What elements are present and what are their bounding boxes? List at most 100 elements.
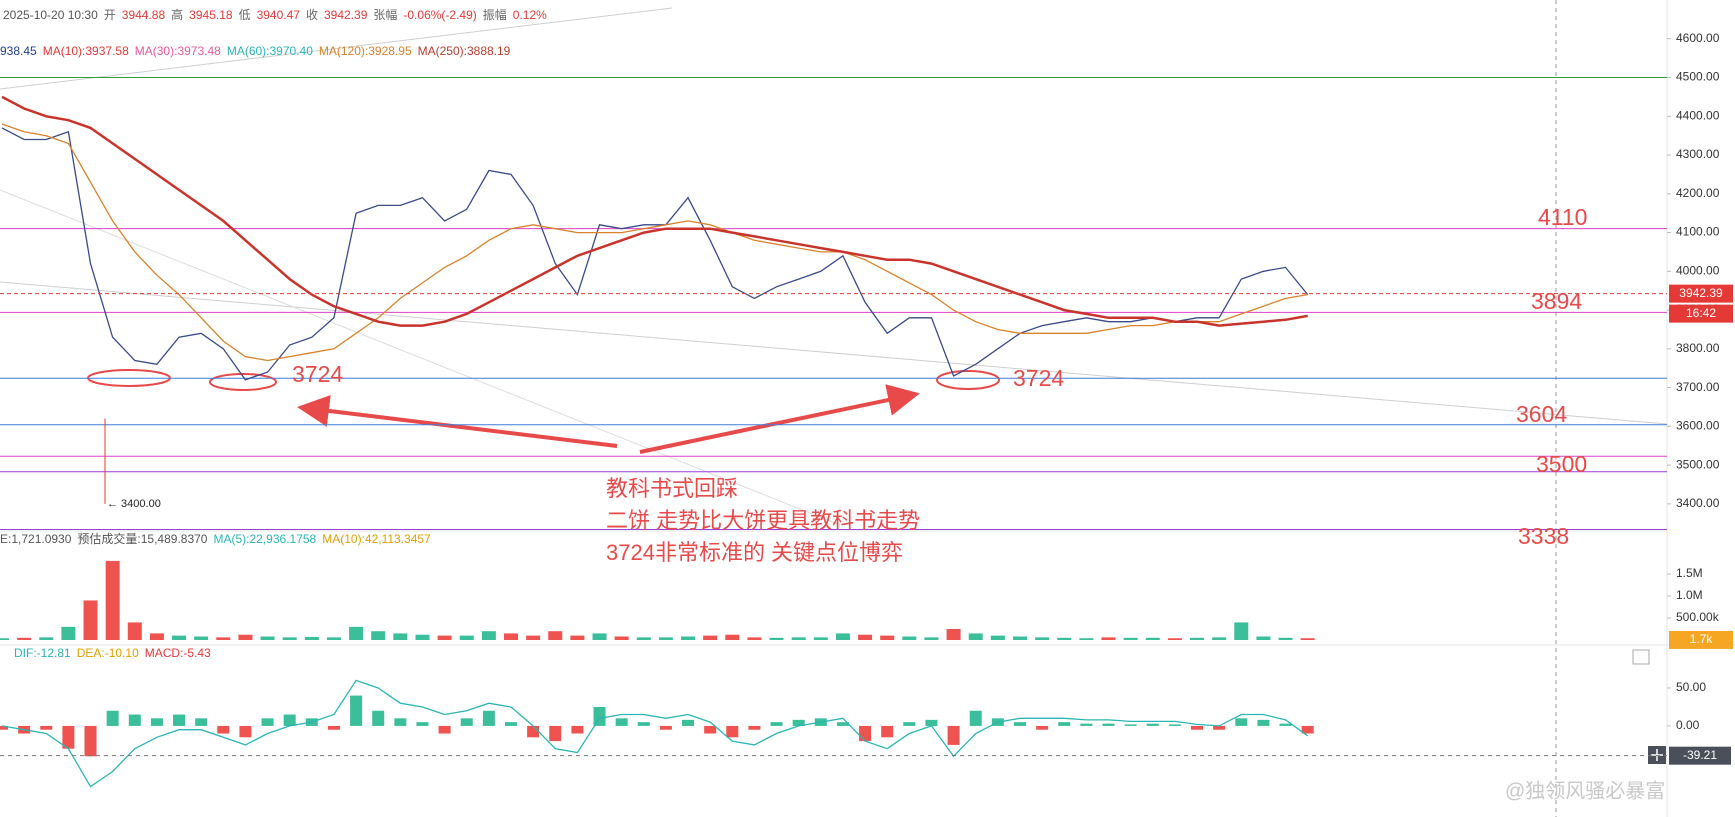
arrow <box>297 395 618 448</box>
volume-bar <box>946 629 961 640</box>
last-volume-box <box>1669 630 1733 649</box>
macd-bar <box>1080 723 1093 726</box>
legend-text: 0.12% <box>513 8 547 22</box>
y-tick-label: 4100.00 <box>1676 225 1720 239</box>
legend-text: 开 <box>104 8 116 22</box>
volume-bar <box>149 633 164 640</box>
y-tick-label: 3600.00 <box>1676 419 1720 433</box>
expand-icon[interactable] <box>1632 649 1650 665</box>
volume-bar <box>614 636 629 640</box>
note: 教科书式回踩 <box>606 476 738 501</box>
macd-bar <box>1235 718 1248 726</box>
macd-bar <box>1301 725 1314 734</box>
macd-bar <box>1058 722 1071 726</box>
crosshair-label: -39.21 <box>1683 748 1717 762</box>
y-tick-label: 0.00 <box>1676 718 1700 732</box>
macd-bar <box>682 719 695 726</box>
macd-bar <box>1124 724 1137 726</box>
legend-text: 3945.18 <box>189 8 233 22</box>
last-volume-label: 1.7k <box>1690 632 1714 646</box>
macd-bar <box>1191 725 1204 730</box>
macd-bar <box>770 722 783 726</box>
macd-bar <box>217 725 230 734</box>
macd-bar <box>659 725 672 730</box>
price-line <box>1 123 1308 362</box>
volume-bar <box>880 635 895 640</box>
volume-bar <box>548 631 563 640</box>
macd-bar <box>40 725 53 730</box>
legend-text: MACD:-5.43 <box>145 646 211 660</box>
volume-bar <box>481 631 496 640</box>
volume-bar <box>39 637 54 640</box>
volume-bar <box>1123 637 1138 640</box>
legend-text: 938.45 <box>0 44 37 58</box>
macd-bar <box>128 714 141 726</box>
macd-bar <box>1102 723 1115 726</box>
level-annotation: 3338 <box>1518 523 1569 549</box>
macd-bar <box>836 722 849 726</box>
volume-bar <box>592 633 607 640</box>
legend-text: E:1,721.0930 <box>0 532 72 546</box>
y-tick-label: 4400.00 <box>1676 108 1720 122</box>
macd-bar <box>173 714 186 726</box>
macd-bar <box>527 725 540 738</box>
volume-bar <box>371 631 386 640</box>
volume-bar <box>349 626 364 640</box>
legend-text: DIF:-12.81 <box>14 646 71 660</box>
y-tick-label: 500.00k <box>1676 610 1720 624</box>
volume-bar <box>703 635 718 640</box>
volume-bar <box>83 600 98 640</box>
level-annotation: 3724 <box>1013 365 1064 391</box>
volume-bar <box>791 637 806 640</box>
volume-bar <box>1079 638 1094 640</box>
volume-bar <box>1012 636 1027 640</box>
volume-bar <box>1278 637 1293 640</box>
legend-text: 3942.39 <box>324 8 368 22</box>
legend-text: MA(60):3970.40 <box>227 44 313 58</box>
macd-bar <box>504 722 517 726</box>
level-annotation: 3604 <box>1516 401 1567 427</box>
legend-text: 预估成交量:15,489.8370 <box>77 531 207 546</box>
y-tick-label: 4300.00 <box>1676 147 1720 161</box>
macd-bar <box>969 710 982 726</box>
volume-bar <box>437 635 452 640</box>
trend-line <box>0 281 1668 425</box>
macd-bar <box>1168 724 1181 726</box>
note: 二饼 走势比大饼更具教科书走势 <box>606 508 920 533</box>
y-tick-label: 4600.00 <box>1676 31 1720 45</box>
countdown-box <box>1669 304 1733 323</box>
macd-bar <box>372 710 385 726</box>
macd-bar <box>84 725 97 757</box>
dif-line <box>1 679 1309 788</box>
macd-bar <box>106 710 119 726</box>
volume-bar <box>0 638 9 640</box>
macd-bar <box>726 725 739 738</box>
y-tick-label: 4500.00 <box>1676 70 1720 84</box>
trend-line <box>0 7 673 90</box>
volume-bar <box>725 634 740 640</box>
macd-bar <box>482 710 495 726</box>
volume-bar <box>1167 638 1182 640</box>
macd-bar <box>593 706 606 726</box>
volume-bar <box>172 635 187 640</box>
volume-bar <box>747 637 762 640</box>
volume-bar <box>968 633 983 640</box>
volume-bar <box>1035 637 1050 640</box>
volume-bar <box>503 633 518 640</box>
macd-bar <box>195 718 208 726</box>
macd-bar <box>1213 725 1226 730</box>
legend-text: 低 <box>239 8 251 22</box>
macd-bar <box>239 725 252 738</box>
volume-bar <box>1300 638 1315 640</box>
volume-bar <box>1145 637 1160 640</box>
legend-text: MA(250):3888.19 <box>418 44 511 58</box>
macd-bar <box>416 722 429 726</box>
macd-bar <box>637 722 650 726</box>
legend-text: MA(10):42,113.3457 <box>322 532 431 546</box>
volume-bar <box>260 636 275 640</box>
volume-bar <box>769 637 784 640</box>
y-tick-label: 4200.00 <box>1676 186 1720 200</box>
volume-bar <box>570 635 585 640</box>
